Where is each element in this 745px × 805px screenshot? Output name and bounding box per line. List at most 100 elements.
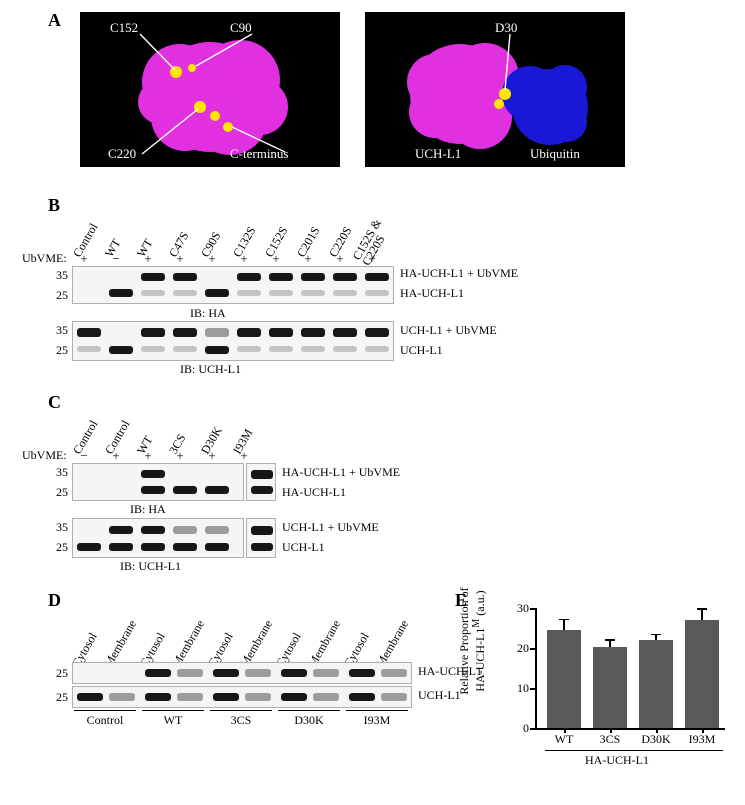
panel-b-blot-ha (72, 266, 394, 304)
xtick-3CS (610, 728, 612, 733)
panel-a-left-structure: C152 C90 C220 C-terminus (80, 12, 340, 167)
ubvme-c-sign-3: + (173, 448, 187, 464)
errorbar-WT (563, 619, 565, 630)
xlabel-3CS: 3CS (593, 732, 627, 747)
label-c220: C220 (108, 146, 136, 162)
ib-b-ha: IB: HA (190, 306, 226, 321)
group-underline-0 (74, 710, 136, 711)
side-d-uchl1: UCH-L1 (418, 688, 461, 703)
panel-d-blot-ha (72, 662, 412, 684)
ib-c-ha: IB: HA (130, 502, 166, 517)
ytick-label-10: 10 (511, 681, 529, 696)
side-c-ha-2: HA-UCH-L1 (282, 485, 346, 500)
label-c152: C152 (110, 20, 138, 36)
mw-b-bot-25: 25 (46, 343, 68, 358)
mw-c-bot-35: 35 (46, 520, 68, 535)
ubvme-c-sign-5: + (237, 448, 251, 464)
ubvme-b-sign-7: + (301, 251, 315, 267)
errorcap-I93M (697, 608, 707, 610)
ytick-label-0: 0 (511, 721, 529, 736)
panel-d-blot-uchl1 (72, 686, 412, 708)
ubvme-b-sign-2: + (141, 251, 155, 267)
bar-I93M (685, 620, 719, 728)
side-c-ha-1: HA-UCH-L1 + UbVME (282, 465, 400, 480)
xtick-D30K (656, 728, 658, 733)
ib-b-uchl1: IB: UCH-L1 (180, 362, 241, 377)
ytick-label-20: 20 (511, 641, 529, 656)
ubvme-b-label: UbVME: (22, 251, 67, 266)
label-d30: D30 (495, 20, 517, 36)
ubvme-b-sign-4: + (205, 251, 219, 267)
errorcap-WT (559, 619, 569, 621)
ubvme-c-sign-0: − (77, 448, 91, 464)
ubvme-c-label: UbVME: (22, 448, 67, 463)
group-underline-4 (346, 710, 408, 711)
group-underline-1 (142, 710, 204, 711)
side-b-ha-2: HA-UCH-L1 (400, 286, 464, 301)
panel-a-right-structure: D30 UCH-L1 Ubiquitin (365, 12, 625, 167)
mw-b-top-25: 25 (46, 288, 68, 303)
ubvme-b-sign-5: + (237, 251, 251, 267)
xlabel-I93M: I93M (685, 732, 719, 747)
panel-c-blot-uchl1-i93m (246, 518, 276, 558)
label-ubiquitin: Ubiquitin (530, 146, 580, 162)
label-cterm: C-terminus (230, 146, 289, 162)
group-label-1: WT (142, 713, 204, 728)
group-label-4: I93M (346, 713, 408, 728)
ib-c-uchl1: IB: UCH-L1 (120, 559, 181, 574)
x-group-underline (545, 750, 723, 751)
panel-d-label: D (48, 590, 61, 611)
panel-b-label: B (48, 195, 60, 216)
panel-a-label: A (48, 10, 61, 31)
ubvme-b-sign-1: − (109, 251, 123, 267)
mw-c-top-35: 35 (46, 465, 68, 480)
panel-c-lanes: Control Control WT 3CS D30K I93M (78, 392, 378, 452)
xlabel-D30K: D30K (639, 732, 673, 747)
xlabel-WT: WT (547, 732, 581, 747)
xtick-I93M (702, 728, 704, 733)
mw-d-top: 25 (46, 666, 68, 681)
bar-D30K (639, 640, 673, 728)
ubvme-b-sign-3: + (173, 251, 187, 267)
bar-WT (547, 630, 581, 728)
side-c-uchl1-1: UCH-L1 + UbVME (282, 520, 379, 535)
group-label-2: 3CS (210, 713, 272, 728)
mw-c-bot-25: 25 (46, 540, 68, 555)
side-b-uchl1-1: UCH-L1 + UbVME (400, 323, 497, 338)
label-c90: C90 (230, 20, 252, 36)
group-label-0: Control (74, 713, 136, 728)
mw-d-bot: 25 (46, 690, 68, 705)
ytick-30 (530, 608, 535, 610)
ubvme-b-sign-6: + (269, 251, 283, 267)
panel-c-blot-uchl1 (72, 518, 244, 558)
ubvme-b-sign-9: + (365, 251, 379, 267)
ytick-label-30: 30 (511, 601, 529, 616)
side-c-uchl1-2: UCH-L1 (282, 540, 325, 555)
panel-c-blot-ha (72, 463, 244, 501)
ubvme-c-sign-4: + (205, 448, 219, 464)
side-b-uchl1-2: UCH-L1 (400, 343, 443, 358)
errorbar-I93M (701, 608, 703, 620)
y-axis-label: Relative Proportion ofHA-UCH-L1M (a.u.) (458, 576, 487, 706)
ubvme-c-sign-2: + (141, 448, 155, 464)
mw-b-bot-35: 35 (46, 323, 68, 338)
group-underline-3 (278, 710, 340, 711)
ubvme-b-sign-0: + (77, 251, 91, 267)
panel-c-label: C (48, 392, 61, 413)
group-label-3: D30K (278, 713, 340, 728)
label-uchl1: UCH-L1 (415, 146, 461, 162)
mw-b-top-35: 35 (46, 268, 68, 283)
ytick-0 (530, 728, 535, 730)
ytick-20 (530, 648, 535, 650)
mw-c-top-25: 25 (46, 485, 68, 500)
errorcap-3CS (605, 639, 615, 641)
x-axis-group-label: HA-UCH-L1 (585, 753, 649, 768)
xtick-WT (564, 728, 566, 733)
group-underline-2 (210, 710, 272, 711)
ubvme-c-sign-1: + (109, 448, 123, 464)
ytick-10 (530, 688, 535, 690)
bar-3CS (593, 647, 627, 728)
ubvme-b-sign-8: + (333, 251, 347, 267)
side-b-ha-1: HA-UCH-L1 + UbVME (400, 266, 518, 281)
panel-b-blot-uchl1 (72, 321, 394, 361)
